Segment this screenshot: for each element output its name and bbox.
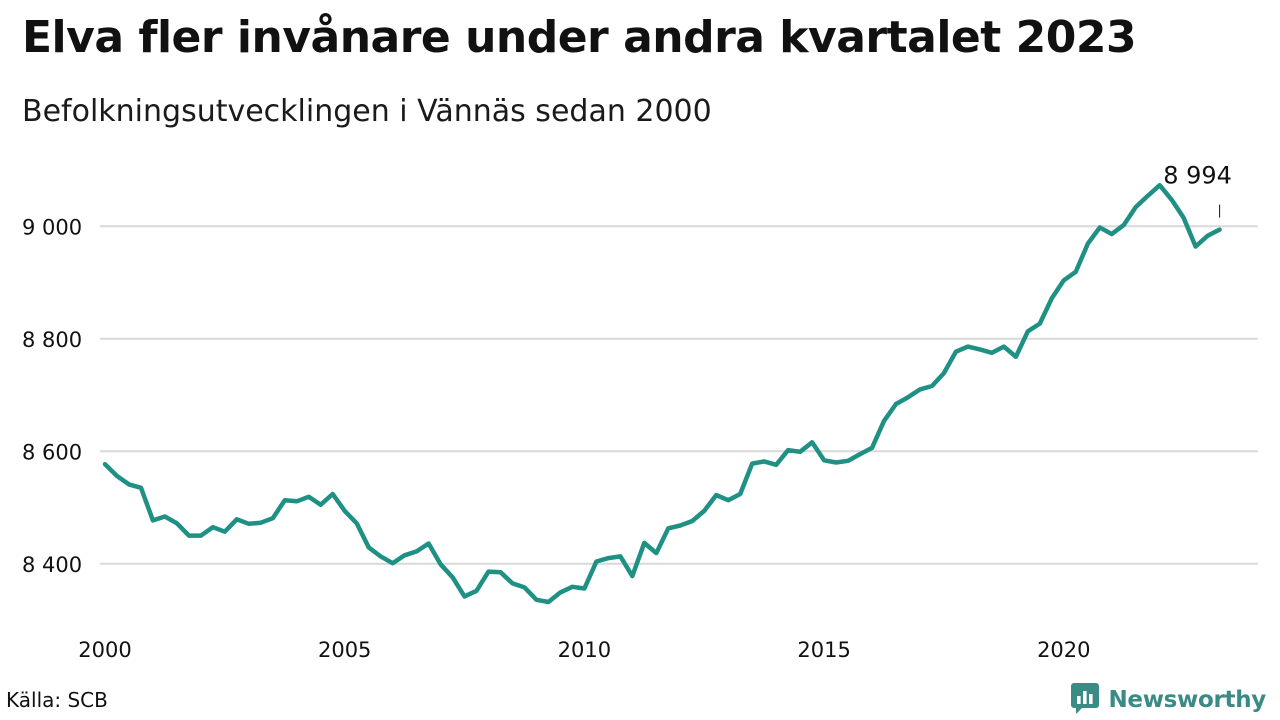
y-tick-label: 8 600 — [22, 440, 82, 464]
x-tick-label: 2020 — [1037, 638, 1090, 662]
y-tick-label: 8 800 — [22, 328, 82, 352]
newsworthy-logo[interactable]: Newsworthy — [1070, 682, 1266, 718]
chart-title: Elva fler invånare under andra kvartalet… — [22, 12, 1137, 63]
x-axis-ticks: 2000 2005 2010 2015 2020 — [78, 638, 1090, 662]
y-tick-label: 8 400 — [22, 553, 82, 577]
source-note: Källa: SCB — [6, 688, 108, 712]
last-value-label: 8 994 — [1163, 162, 1232, 190]
gridlines — [100, 225, 1258, 565]
brand-name: Newsworthy — [1108, 687, 1266, 713]
x-tick-label: 2005 — [318, 638, 371, 662]
chart-subtitle: Befolkningsutvecklingen i Vännäs sedan 2… — [22, 94, 712, 129]
bar-chart-logo-icon — [1070, 681, 1100, 719]
y-tick-label: 9 000 — [22, 215, 82, 239]
x-tick-label: 2015 — [797, 638, 850, 662]
x-tick-label: 2010 — [558, 638, 611, 662]
population-line — [102, 182, 1222, 605]
y-axis-ticks: 8 400 8 600 8 800 9 000 — [22, 215, 82, 577]
x-tick-label: 2000 — [78, 638, 131, 662]
data-points — [104, 185, 1220, 603]
